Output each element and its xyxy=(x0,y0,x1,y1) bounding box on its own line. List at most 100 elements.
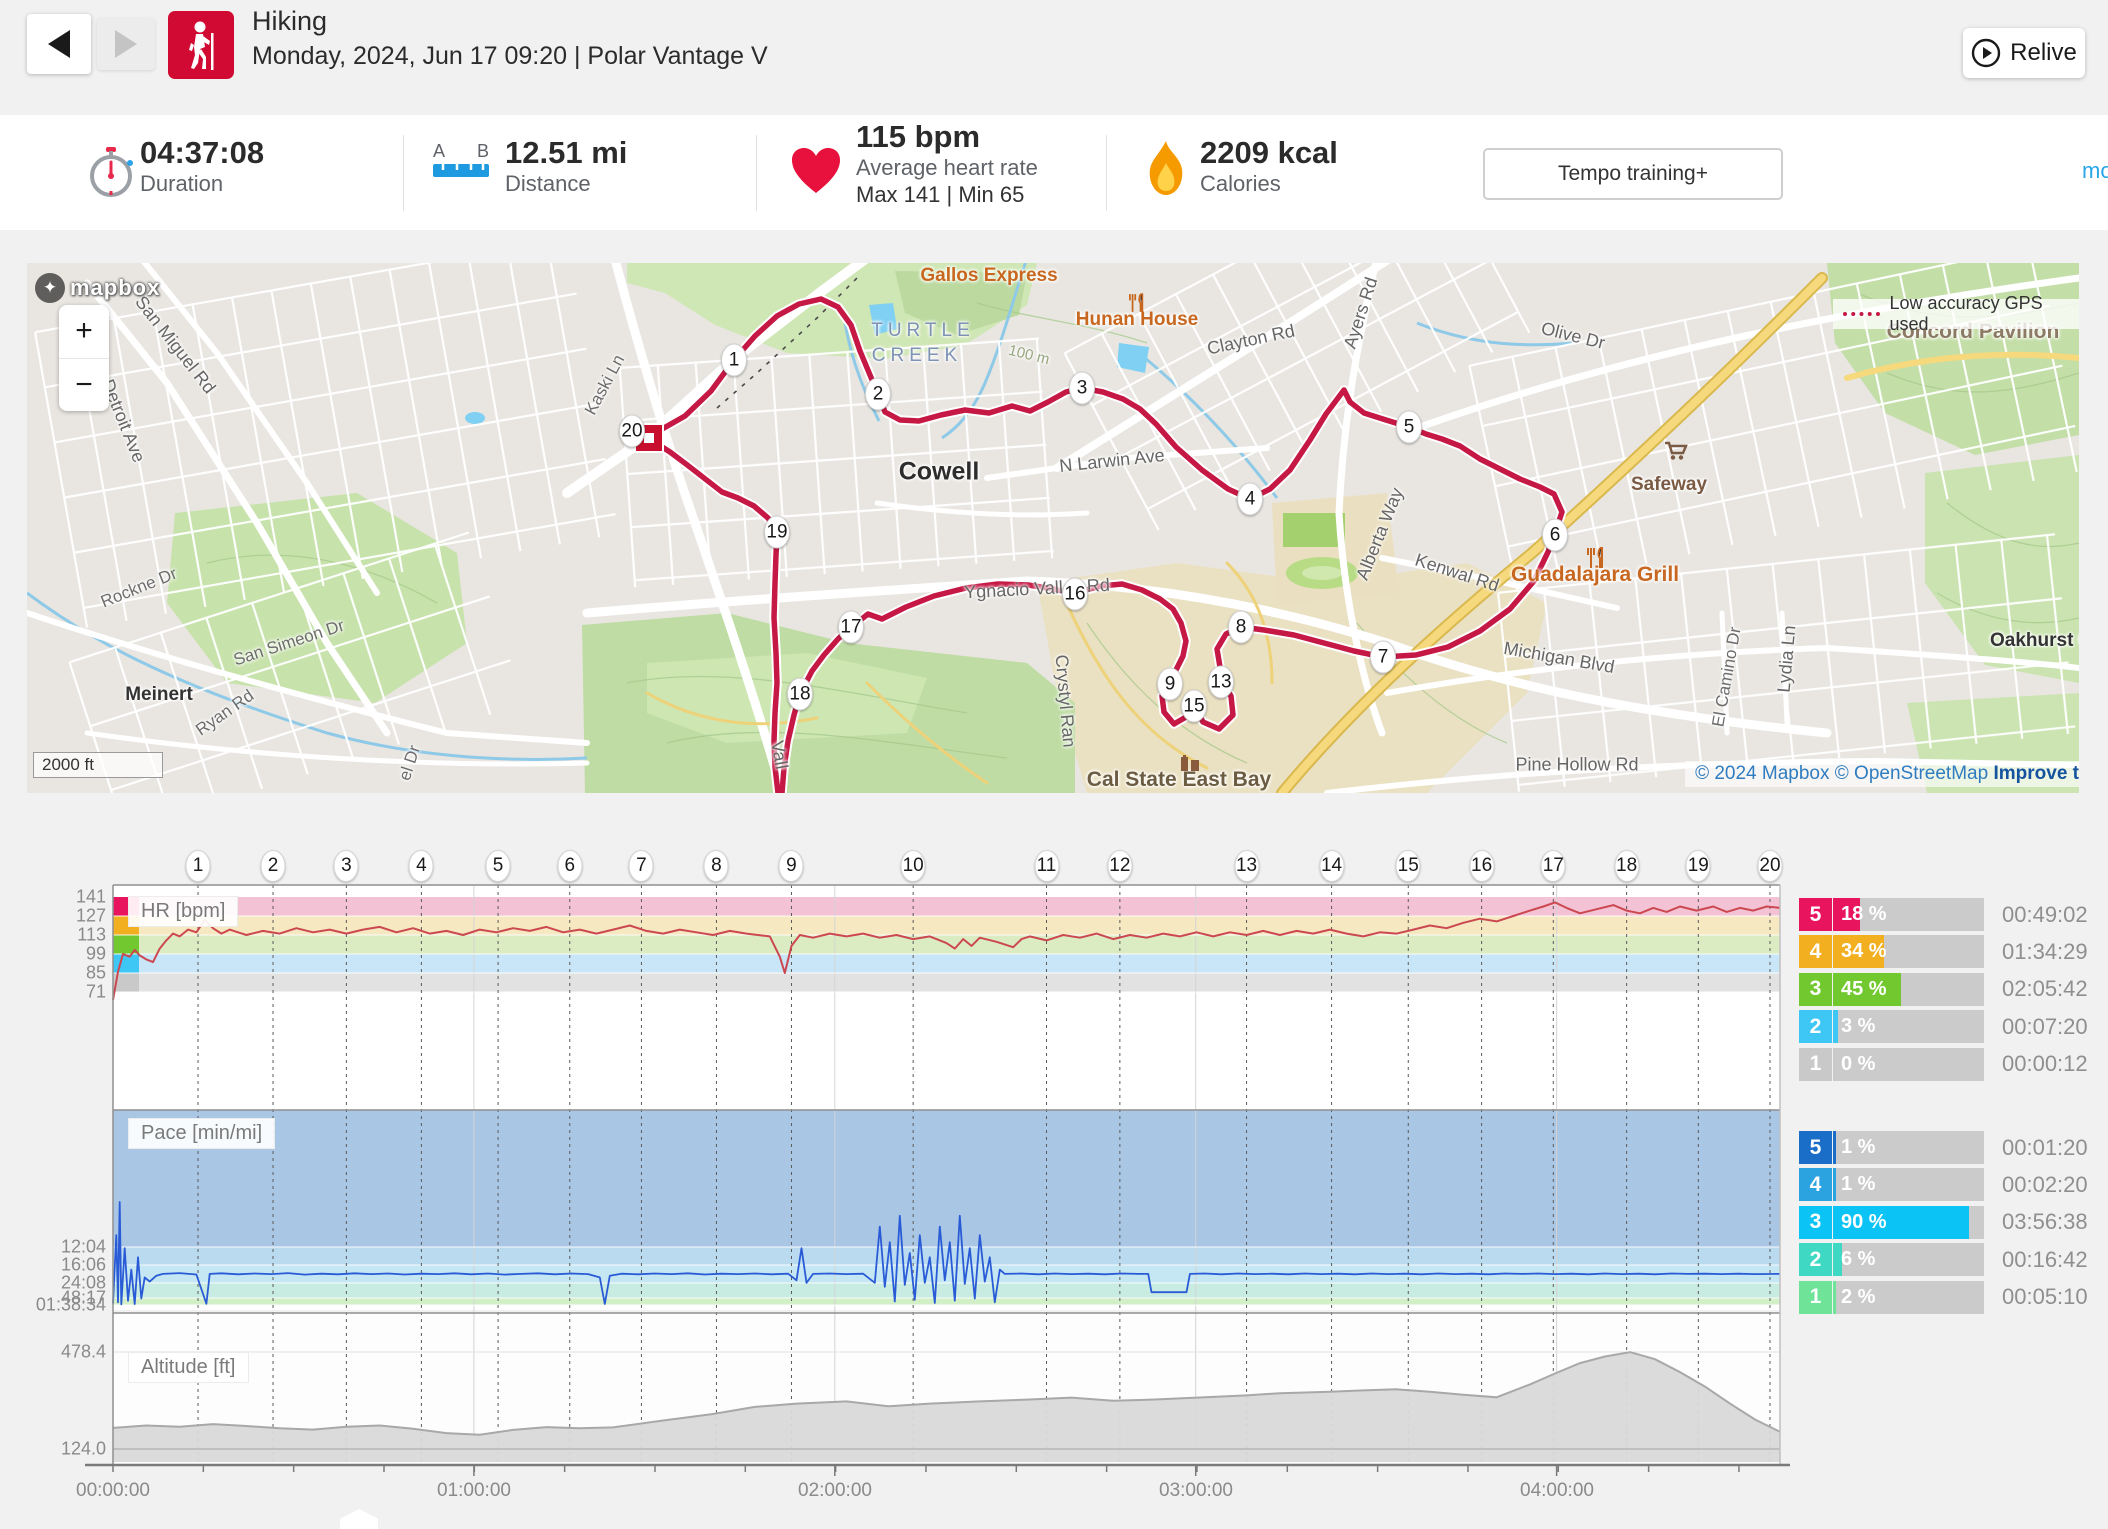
lap-badge-18: 18 xyxy=(1614,850,1640,882)
improve-map-link[interactable]: Improve t xyxy=(1993,763,2079,784)
lap-badge-11: 11 xyxy=(1034,850,1060,882)
stats-divider xyxy=(403,135,404,211)
training-benefit-button[interactable]: Tempo training+ xyxy=(1483,148,1783,200)
lap-badge-2: 2 xyxy=(260,850,286,882)
calories-label: Calories xyxy=(1200,170,1281,196)
timeline-drag-handle[interactable] xyxy=(340,1509,378,1529)
zone-time: 00:05:10 xyxy=(2002,1284,2088,1310)
zoom-in-button[interactable]: + xyxy=(59,305,109,359)
zone-time: 00:07:20 xyxy=(2002,1013,2088,1039)
mapbox-logo-icon: ✦ xyxy=(35,273,65,303)
lap-badge-4: 4 xyxy=(408,850,434,882)
pace-chart-title: Pace [min/mi] xyxy=(128,1118,276,1149)
hiking-sport-icon xyxy=(168,11,234,79)
y-axis-label: 85 xyxy=(85,962,106,983)
zoom-out-button[interactable]: − xyxy=(75,367,93,401)
map-attribution: © 2024 Mapbox © OpenStreetMap Improve t xyxy=(1685,761,2079,787)
ruler-icon xyxy=(433,164,489,177)
stopwatch-icon xyxy=(88,145,134,204)
zone-percent: 18 % xyxy=(1841,903,1887,925)
more-link[interactable]: mo xyxy=(2082,158,2108,183)
route-marker-16: 16 xyxy=(1062,577,1088,611)
route-marker-3: 3 xyxy=(1069,371,1095,405)
y-axis-label: 16:06 xyxy=(60,1254,106,1275)
y-axis-label: 01:38:34 xyxy=(35,1294,106,1315)
zone-number-badge: 3 xyxy=(1799,1205,1832,1239)
zone-bar-fill xyxy=(1833,1205,1969,1239)
lap-badge-12: 12 xyxy=(1107,850,1133,882)
route-marker-7: 7 xyxy=(1370,640,1396,674)
lap-badge-13: 13 xyxy=(1234,850,1260,882)
route-marker-13: 13 xyxy=(1208,665,1234,699)
chart-gridlines xyxy=(113,885,1780,1462)
zone-bar-fill xyxy=(1833,1168,1836,1202)
lap-badge-7: 7 xyxy=(628,850,654,882)
map-label: TURTLE xyxy=(871,320,975,341)
y-axis-label: 12:04 xyxy=(60,1236,106,1257)
calories-value: 2209 kcal xyxy=(1200,135,1338,170)
back-button[interactable] xyxy=(27,14,91,74)
route-marker-5: 5 xyxy=(1396,410,1422,444)
altitude-chart-title: Altitude [ft] xyxy=(128,1352,249,1383)
heart-icon xyxy=(790,147,842,200)
stats-divider xyxy=(1106,135,1107,211)
zone-row-2: 2 6 % 00:16:42 xyxy=(1799,1243,2108,1277)
chart-axes xyxy=(85,884,1790,1467)
zone-bar: 1 % xyxy=(1833,1168,1984,1202)
zone-bar: 1 % xyxy=(1833,1131,1984,1164)
marker-a-label: A xyxy=(433,141,446,161)
zone-number-badge: 1 xyxy=(1799,1047,1832,1081)
distance-label: Distance xyxy=(505,170,591,196)
y-axis-label: 127 xyxy=(75,905,106,926)
lap-badge-3: 3 xyxy=(333,850,359,882)
map-label: Oakhurst Co xyxy=(1989,630,2079,651)
route-map[interactable]: San Miguel Rd Detroit Ave Kaski Ln Rockne D… xyxy=(27,263,2079,793)
x-axis-label: 02:00:00 xyxy=(798,1480,872,1501)
zone-time: 00:02:20 xyxy=(2002,1171,2088,1197)
zone-number-badge: 1 xyxy=(1799,1280,1832,1314)
route-marker-6: 6 xyxy=(1542,518,1568,552)
zone-percent: 90 % xyxy=(1841,1210,1887,1233)
zone-bar-fill xyxy=(1833,972,1901,1006)
zone-bar: 45 % xyxy=(1833,972,1984,1006)
route-marker-17: 17 xyxy=(838,610,864,644)
charts-canvas[interactable] xyxy=(0,840,2108,1529)
zone-time: 01:34:29 xyxy=(2002,938,2088,964)
zone-row-3: 3 90 % 03:56:38 xyxy=(1799,1205,2108,1239)
zone-bar: 2 % xyxy=(1833,1280,1984,1314)
zone-percent: 45 % xyxy=(1841,977,1887,1000)
mapbox-attribution-link[interactable]: © 2024 Mapbox xyxy=(1695,763,1830,784)
map-canvas xyxy=(27,263,2079,793)
calories-flame-icon xyxy=(1146,141,1186,202)
zone-row-1: 1 0 % 00:00:12 xyxy=(1799,1047,2108,1081)
zone-percent: 1 % xyxy=(1841,1136,1876,1158)
map-label: CREEK xyxy=(871,345,963,366)
zone-number-badge: 2 xyxy=(1799,1243,1832,1277)
dotted-line-icon xyxy=(1843,312,1880,316)
forward-button[interactable] xyxy=(97,18,155,70)
zone-row-5: 5 1 % 00:01:20 xyxy=(1799,1131,2108,1164)
lap-badge-15: 15 xyxy=(1395,850,1421,882)
osm-attribution-link[interactable]: © OpenStreetMap xyxy=(1834,763,1989,784)
relive-button[interactable]: Relive xyxy=(1963,28,2085,78)
marker-b-label: B xyxy=(476,141,489,161)
g ps-legend-label: Low accuracy GPS used xyxy=(1889,293,2043,334)
map-label: Hunan House xyxy=(1075,309,1199,330)
lap-badge-16: 16 xyxy=(1469,850,1495,882)
play-circle-icon xyxy=(1971,38,2001,68)
hr-chart-title: HR [bpm] xyxy=(128,896,239,927)
zone-percent: 0 % xyxy=(1841,1052,1876,1075)
zone-percent: 1 % xyxy=(1841,1173,1876,1196)
map-label: Safeway xyxy=(1630,474,1708,495)
map-label: Pine Hollow Rd xyxy=(1515,754,1639,775)
hiker-icon xyxy=(189,21,214,70)
zone-time: 00:01:20 xyxy=(2002,1134,2088,1160)
mapbox-logo[interactable]: ✦ mapbox xyxy=(35,273,160,303)
map-ponds xyxy=(465,303,1149,424)
zone-number-badge: 5 xyxy=(1799,898,1832,931)
route-marker-4: 4 xyxy=(1237,482,1263,516)
y-axis-label: 99 xyxy=(85,943,106,964)
zone-bar: 34 % xyxy=(1833,935,1984,969)
y-axis-label: 113 xyxy=(77,924,106,945)
zone-bar: 0 % xyxy=(1833,1047,1984,1081)
